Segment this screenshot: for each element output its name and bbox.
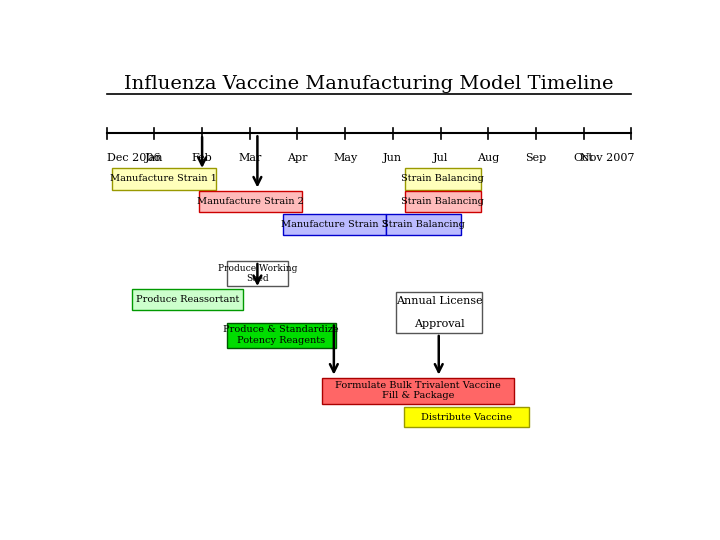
Text: Sep: Sep (526, 153, 546, 164)
Text: Strain Balancing: Strain Balancing (382, 220, 465, 229)
FancyBboxPatch shape (396, 292, 482, 333)
Text: Produce & Standardize
Potency Reagents: Produce & Standardize Potency Reagents (223, 326, 339, 345)
Text: Produce Reassortant: Produce Reassortant (136, 295, 239, 304)
Text: Distribute Vaccine: Distribute Vaccine (421, 413, 512, 422)
Text: Jan: Jan (145, 153, 163, 164)
Text: Dec 2006: Dec 2006 (107, 153, 161, 164)
Text: Strain Balancing: Strain Balancing (402, 174, 485, 183)
Text: Jun: Jun (383, 153, 402, 164)
FancyBboxPatch shape (405, 168, 481, 190)
Text: Manufacture Strain 3: Manufacture Strain 3 (281, 220, 387, 229)
Text: Jul: Jul (433, 153, 449, 164)
FancyBboxPatch shape (404, 407, 529, 427)
Text: Influenza Vaccine Manufacturing Model Timeline: Influenza Vaccine Manufacturing Model Ti… (125, 75, 613, 92)
Text: Manufacture Strain 2: Manufacture Strain 2 (197, 197, 304, 206)
FancyBboxPatch shape (132, 289, 243, 310)
Text: Mar: Mar (238, 153, 261, 164)
Text: Aug: Aug (477, 153, 500, 164)
FancyBboxPatch shape (405, 191, 481, 212)
Text: Oct: Oct (574, 153, 593, 164)
FancyBboxPatch shape (199, 191, 302, 212)
FancyBboxPatch shape (227, 322, 336, 348)
Text: Produce Working
Seed: Produce Working Seed (217, 264, 297, 284)
Text: Formulate Bulk Trivalent Vaccine
Fill & Package: Formulate Bulk Trivalent Vaccine Fill & … (335, 381, 500, 401)
Text: Nov 2007: Nov 2007 (580, 153, 634, 164)
Text: Annual License

Approval: Annual License Approval (396, 296, 482, 329)
FancyBboxPatch shape (282, 214, 386, 235)
Text: Manufacture Strain 1: Manufacture Strain 1 (110, 174, 217, 183)
Text: Strain Balancing: Strain Balancing (402, 197, 485, 206)
FancyBboxPatch shape (322, 378, 514, 404)
Text: Feb: Feb (192, 153, 212, 164)
FancyBboxPatch shape (386, 214, 461, 235)
FancyBboxPatch shape (227, 261, 288, 286)
Text: May: May (333, 153, 357, 164)
Text: Apr: Apr (287, 153, 307, 164)
FancyBboxPatch shape (112, 168, 215, 190)
